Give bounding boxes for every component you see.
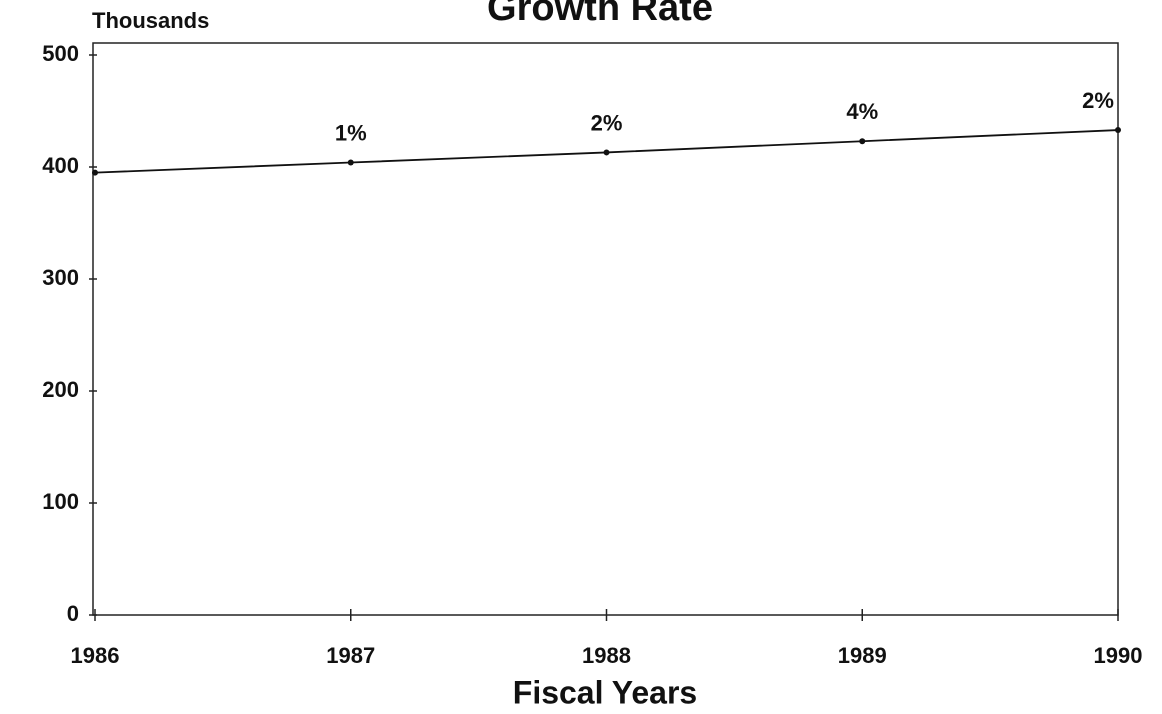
annotation: 1%: [335, 120, 367, 145]
x-tick-label: 1990: [1094, 643, 1143, 668]
annotation: 2%: [591, 110, 623, 135]
y-tick-label: 100: [42, 489, 79, 514]
data-point: [347, 159, 354, 166]
y-tick-label: 500: [42, 41, 79, 66]
y-tick-label: 200: [42, 377, 79, 402]
x-tick-label: 1986: [71, 643, 120, 668]
data-point: [603, 149, 610, 156]
y-axis-label: Thousands: [92, 8, 209, 33]
y-tick-label: 0: [67, 601, 79, 626]
annotation: 2%: [1082, 88, 1114, 113]
chart-title: Growth Rate: [487, 0, 713, 29]
x-axis-label: Fiscal Years: [513, 674, 697, 710]
plot-frame: [92, 42, 1119, 616]
data-point: [1115, 127, 1121, 134]
y-tick-label: 300: [42, 265, 79, 290]
data-point: [859, 138, 866, 145]
x-tick-label: 1989: [838, 643, 887, 668]
data-point: [92, 169, 98, 176]
x-tick-label: 1988: [582, 643, 631, 668]
annotation: 4%: [846, 99, 878, 124]
x-tick-label: 1987: [326, 643, 375, 668]
y-tick-label: 400: [42, 153, 79, 178]
